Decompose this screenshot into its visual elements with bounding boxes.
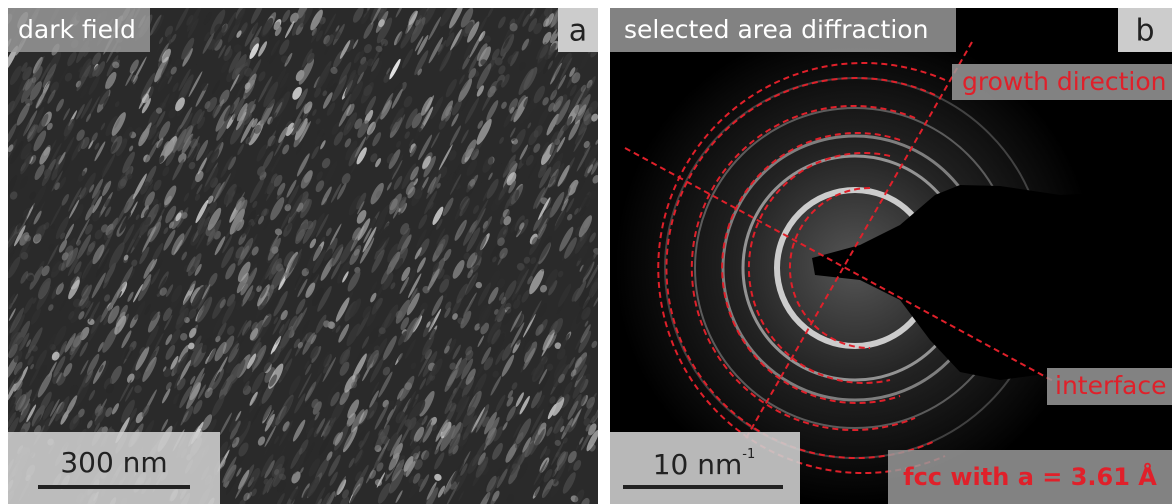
scale-bar-unit: 10 nm (653, 448, 743, 481)
scale-bar-label: 300 nm (60, 446, 167, 479)
scale-bar (38, 485, 190, 489)
panel-title: selected area diffraction (624, 15, 928, 44)
panel-title: dark field (18, 15, 136, 44)
figure: dark field a 300 nm selected area diffra… (0, 0, 1172, 504)
annotation: interface (1055, 371, 1167, 400)
scale-bar-exponent: -1 (742, 447, 755, 462)
scale-bar-label: 10 nm-1 (653, 447, 756, 482)
annotation: growth direction (962, 67, 1167, 96)
scale-bar (623, 485, 783, 489)
lattice-note: fcc with a = 3.61 Å (903, 462, 1157, 491)
panel-letter: b (1135, 14, 1154, 49)
panel-letter: a (569, 14, 587, 49)
